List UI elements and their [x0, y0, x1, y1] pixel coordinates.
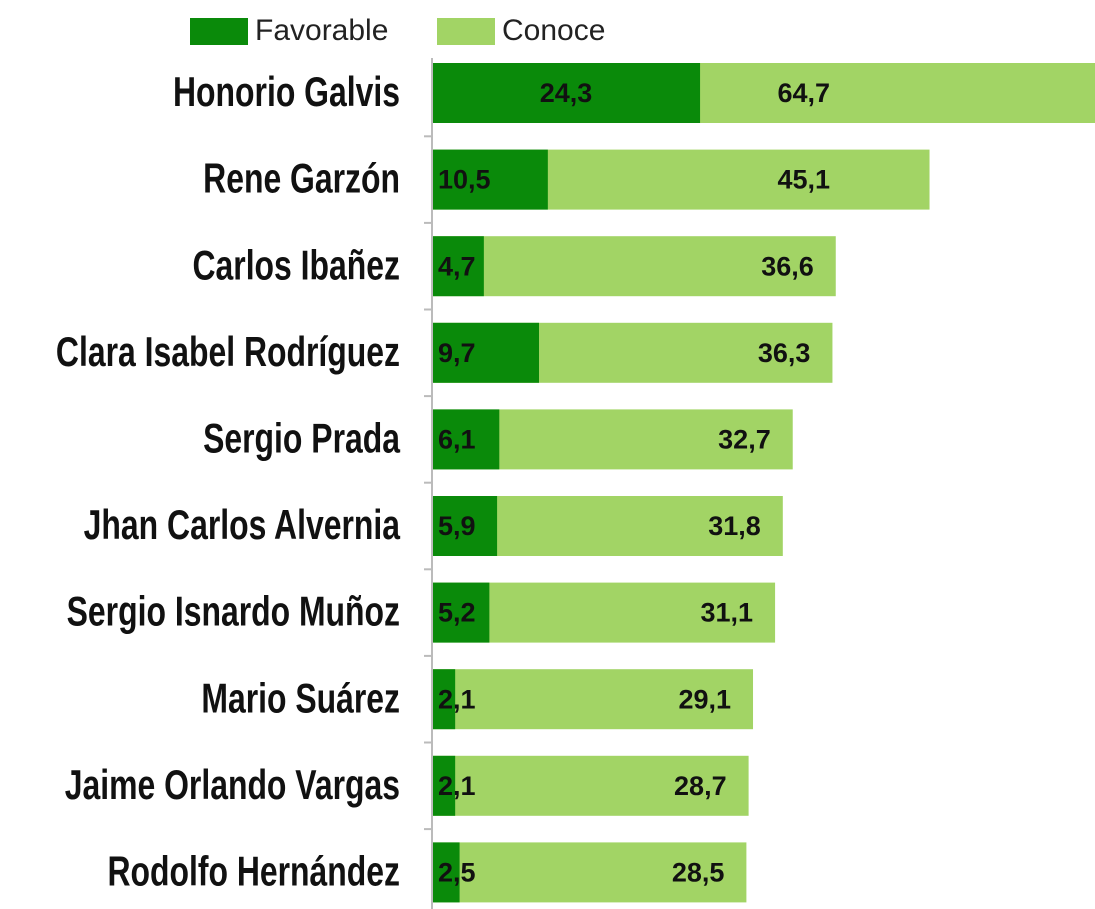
value-label: 29,1 — [678, 684, 731, 714]
value-label: 2,1 — [438, 684, 476, 714]
value-label: 2,5 — [438, 858, 476, 888]
bar — [432, 322, 540, 383]
value-label: 24,3 — [540, 78, 593, 108]
value-label: 5,9 — [438, 511, 476, 541]
value-label: 64,7 — [777, 78, 830, 108]
legend-swatch — [190, 18, 248, 45]
value-label: 10,5 — [438, 165, 491, 195]
category-label: Jaime Orlando Vargas — [65, 761, 400, 808]
legend-label: Favorable — [255, 14, 388, 47]
value-label: 9,7 — [438, 338, 476, 368]
category-label: Jhan Carlos Alvernia — [84, 501, 401, 548]
bar — [432, 669, 456, 730]
bar — [432, 409, 500, 470]
bar — [432, 755, 749, 816]
category-label: Rodolfo Hernández — [107, 847, 400, 894]
bar — [432, 63, 701, 123]
category-label: Mario Suárez — [201, 674, 400, 721]
category-label: Sergio Isnardo Muñoz — [67, 587, 400, 634]
bar — [432, 236, 484, 297]
value-label: 28,5 — [672, 858, 725, 888]
bar — [432, 669, 754, 730]
category-label: Carlos Ibañez — [192, 241, 400, 288]
value-label: 36,6 — [761, 251, 814, 281]
bar — [432, 842, 747, 903]
category-label: Rene Garzón — [203, 154, 400, 201]
bar — [432, 236, 836, 297]
category-label: Clara Isabel Rodríguez — [56, 328, 400, 375]
value-label: 31,8 — [708, 511, 761, 541]
bar — [432, 496, 498, 556]
value-label: 6,1 — [438, 425, 476, 455]
bar — [432, 842, 460, 903]
value-label: 32,7 — [718, 425, 771, 455]
value-label: 31,1 — [701, 598, 754, 628]
value-label: 36,3 — [758, 338, 811, 368]
value-label: 45,1 — [777, 165, 830, 195]
legend-swatch — [437, 18, 495, 45]
plot — [432, 63, 1095, 903]
value-label: 2,1 — [438, 771, 476, 801]
value-label: 28,7 — [674, 771, 727, 801]
category-label: Sergio Prada — [203, 414, 400, 461]
bar — [432, 755, 456, 816]
value-label: 4,7 — [438, 251, 476, 281]
bar — [432, 149, 548, 210]
value-label: 5,2 — [438, 598, 476, 628]
legend-label: Conoce — [502, 14, 605, 47]
bar — [432, 582, 490, 643]
category-label: Honorio Galvis — [173, 68, 400, 115]
